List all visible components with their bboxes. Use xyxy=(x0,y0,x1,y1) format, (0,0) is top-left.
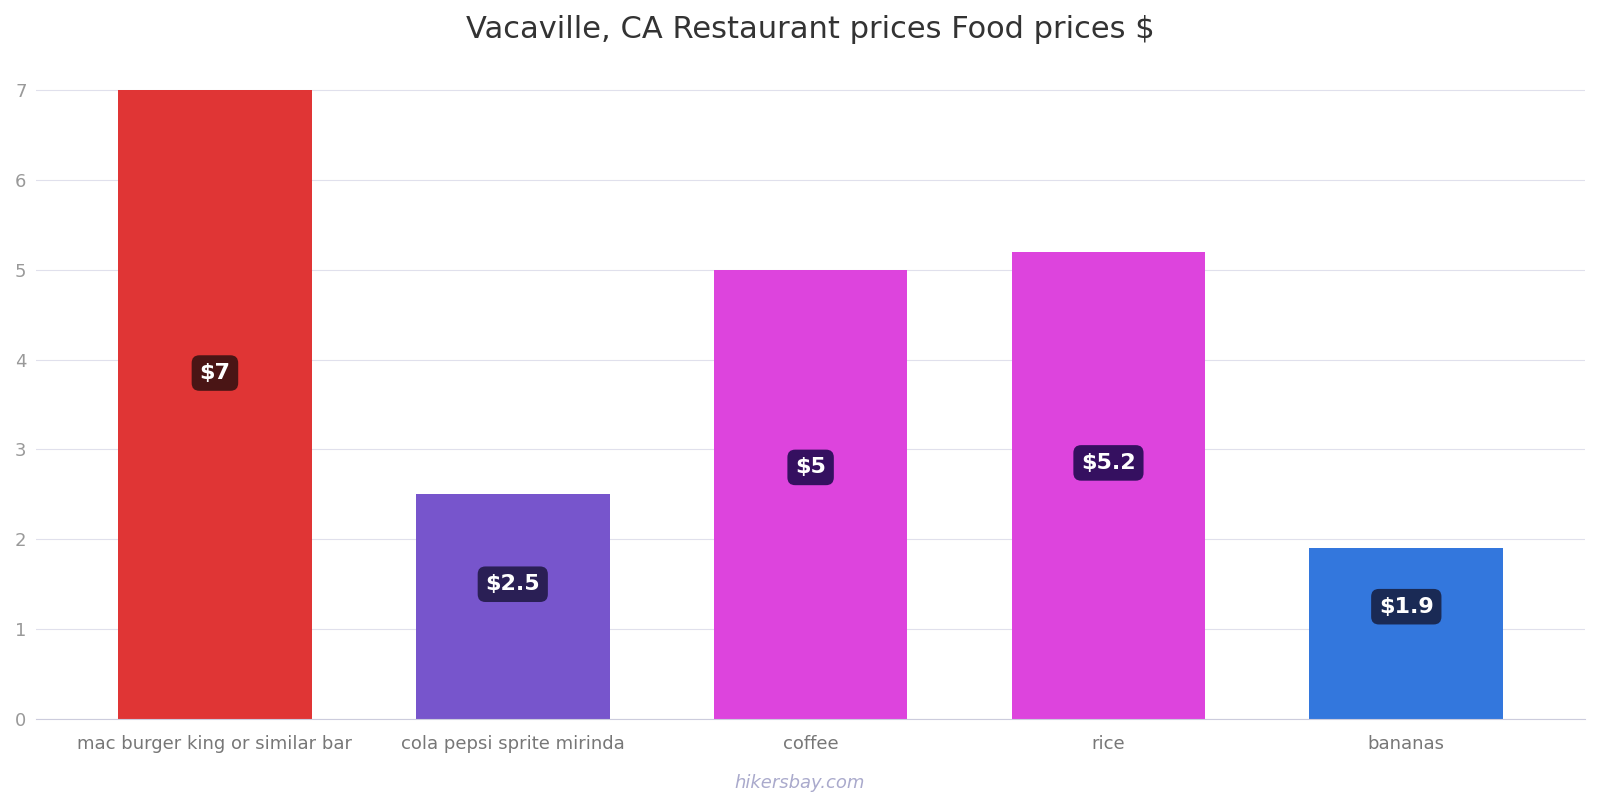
Text: $1.9: $1.9 xyxy=(1379,597,1434,617)
Text: $2.5: $2.5 xyxy=(485,574,541,594)
Text: $5.2: $5.2 xyxy=(1082,453,1136,473)
Bar xyxy=(416,494,610,719)
Text: $7: $7 xyxy=(200,363,230,383)
Bar xyxy=(118,90,312,719)
Bar xyxy=(1011,252,1205,719)
Title: Vacaville, CA Restaurant prices Food prices $: Vacaville, CA Restaurant prices Food pri… xyxy=(466,15,1155,44)
Text: hikersbay.com: hikersbay.com xyxy=(734,774,866,792)
Bar xyxy=(714,270,907,719)
Bar xyxy=(1309,548,1502,719)
Text: $5: $5 xyxy=(795,458,826,478)
